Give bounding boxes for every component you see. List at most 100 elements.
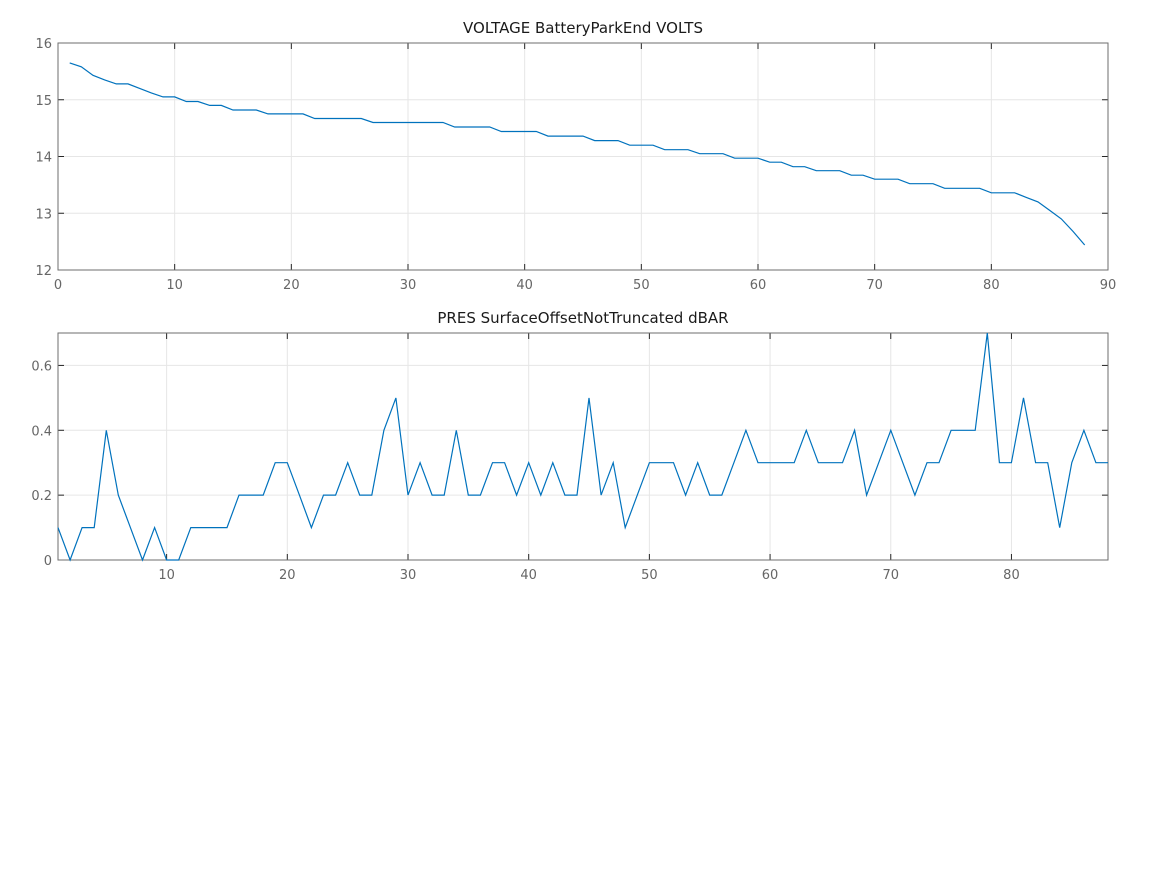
chart-title: PRES SurfaceOffsetNotTruncated dBAR bbox=[437, 309, 728, 327]
data-point bbox=[624, 526, 627, 529]
data-point bbox=[1058, 526, 1061, 529]
x-tick-label: 10 bbox=[158, 568, 175, 583]
data-point bbox=[1107, 461, 1110, 464]
data-point bbox=[663, 148, 666, 151]
data-point bbox=[698, 152, 701, 155]
data-point bbox=[395, 121, 398, 124]
data-point bbox=[68, 61, 71, 64]
data-point bbox=[407, 121, 410, 124]
x-tick-label: 0 bbox=[54, 278, 62, 293]
data-point bbox=[383, 121, 386, 124]
plot-border bbox=[57, 42, 1109, 271]
x-tick-label: 90 bbox=[1100, 278, 1117, 293]
data-point bbox=[290, 112, 293, 115]
data-point bbox=[225, 526, 228, 529]
x-tick-label: 20 bbox=[283, 278, 300, 293]
data-point bbox=[503, 461, 506, 464]
y-tick-label: 16 bbox=[35, 37, 52, 52]
data-point bbox=[938, 461, 941, 464]
data-point bbox=[943, 187, 946, 190]
data-point bbox=[908, 182, 911, 185]
data-point bbox=[815, 169, 818, 172]
data-point bbox=[974, 429, 977, 432]
data-point bbox=[563, 494, 566, 497]
data-point bbox=[382, 429, 385, 432]
data-point bbox=[853, 429, 856, 432]
data-point bbox=[162, 95, 165, 98]
x-tick-label: 40 bbox=[520, 568, 537, 583]
data-point bbox=[467, 494, 470, 497]
data-point bbox=[286, 461, 289, 464]
data-point bbox=[757, 461, 760, 464]
data-point bbox=[901, 461, 904, 464]
data-point bbox=[153, 526, 156, 529]
data-point bbox=[93, 526, 96, 529]
data-point bbox=[781, 461, 784, 464]
data-point bbox=[500, 130, 503, 133]
data-point bbox=[348, 117, 351, 120]
data-point bbox=[1082, 429, 1085, 432]
data-point bbox=[358, 494, 361, 497]
data-point bbox=[250, 494, 253, 497]
data-point bbox=[117, 494, 120, 497]
data-point bbox=[1013, 191, 1016, 194]
data-point bbox=[920, 182, 923, 185]
x-tick-label: 60 bbox=[750, 278, 767, 293]
data-point bbox=[675, 148, 678, 151]
data-point bbox=[92, 74, 95, 77]
data-point bbox=[360, 117, 363, 120]
data-point bbox=[722, 152, 725, 155]
x-tick-label: 30 bbox=[400, 278, 417, 293]
data-point bbox=[431, 494, 434, 497]
data-point bbox=[208, 104, 211, 107]
data-point bbox=[744, 429, 747, 432]
data-point bbox=[889, 429, 892, 432]
data-point bbox=[394, 396, 397, 399]
data-point bbox=[913, 494, 916, 497]
data-point bbox=[877, 461, 880, 464]
plot-border bbox=[57, 332, 1109, 561]
data-point bbox=[792, 165, 795, 168]
data-point bbox=[465, 125, 468, 128]
data-point bbox=[1083, 244, 1086, 247]
data-point bbox=[527, 461, 530, 464]
x-tick-label: 50 bbox=[633, 278, 650, 293]
data-point bbox=[243, 108, 246, 111]
data-point bbox=[539, 494, 542, 497]
data-point bbox=[793, 461, 796, 464]
x-tick-label: 80 bbox=[1003, 568, 1020, 583]
data-point bbox=[418, 121, 421, 124]
data-point bbox=[232, 108, 235, 111]
data-point bbox=[197, 100, 200, 103]
data-point bbox=[582, 135, 585, 138]
data-point bbox=[370, 494, 373, 497]
data-point bbox=[612, 461, 615, 464]
data-point bbox=[238, 494, 241, 497]
data-point bbox=[1094, 461, 1097, 464]
data-point bbox=[337, 117, 340, 120]
data-point bbox=[57, 526, 60, 529]
data-point bbox=[588, 396, 591, 399]
data-point bbox=[757, 157, 760, 160]
data-point bbox=[477, 125, 480, 128]
data-point bbox=[1010, 461, 1013, 464]
data-point bbox=[407, 494, 410, 497]
data-point bbox=[185, 100, 188, 103]
data-point bbox=[1060, 217, 1063, 220]
data-point bbox=[600, 494, 603, 497]
data-point bbox=[442, 121, 445, 124]
y-tick-label: 0.2 bbox=[31, 489, 52, 504]
y-tick-label: 14 bbox=[35, 151, 52, 166]
data-point bbox=[720, 494, 723, 497]
data-point bbox=[570, 135, 573, 138]
y-tick-label: 0.6 bbox=[31, 359, 52, 374]
pressure-chart: 10 20 30 40 50 60 70 80 0 0.2 0.4 0.6 PRES SurfaceOf… bbox=[31, 309, 1109, 583]
data-point bbox=[648, 461, 651, 464]
data-point bbox=[955, 187, 958, 190]
x-tick-label: 70 bbox=[882, 568, 899, 583]
data-point bbox=[535, 130, 538, 133]
data-point bbox=[255, 108, 258, 111]
data-point bbox=[103, 78, 106, 81]
data-point bbox=[1034, 461, 1037, 464]
data-point bbox=[687, 148, 690, 151]
